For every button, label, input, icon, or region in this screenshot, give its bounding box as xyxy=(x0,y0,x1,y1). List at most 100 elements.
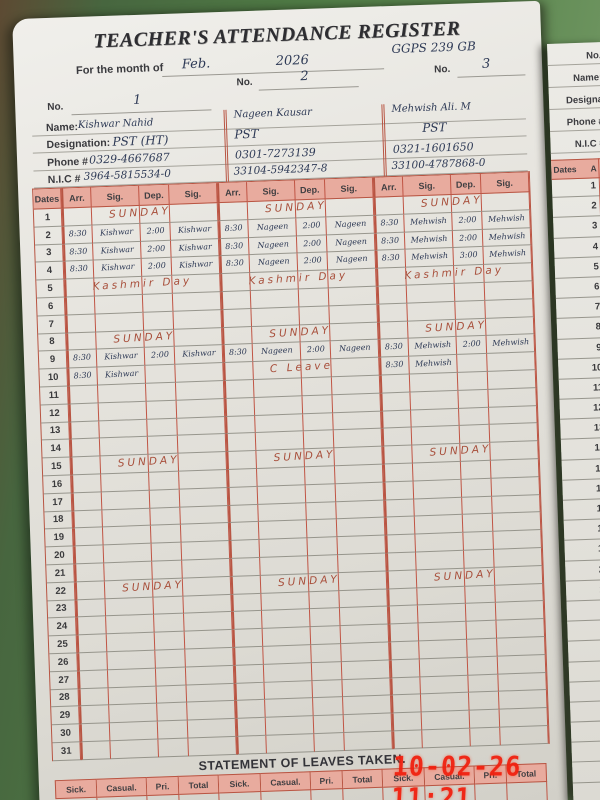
grid-cell xyxy=(140,222,171,242)
grid-cell xyxy=(300,341,332,361)
grid-cell xyxy=(377,303,408,323)
adjacent-date-cell: 14 xyxy=(560,438,600,461)
designation-label: Designation: xyxy=(46,136,111,152)
adjacent-rule xyxy=(550,128,600,132)
grid-cell xyxy=(416,550,465,571)
grid-cell xyxy=(337,535,387,556)
no2-underline xyxy=(258,86,359,91)
grid-cell xyxy=(92,223,141,244)
grid-cell xyxy=(231,593,262,613)
adjacent-date-cell: 15 xyxy=(561,458,600,481)
adjacent-date-cell: 10 xyxy=(558,357,600,380)
grid-cell xyxy=(109,703,158,724)
grid-cell xyxy=(260,573,310,594)
date-cell: 27 xyxy=(49,671,79,690)
grid-cell xyxy=(146,400,178,420)
grid-cell xyxy=(186,683,236,703)
grid-cell xyxy=(147,436,179,455)
grid-cell xyxy=(256,449,305,469)
leaves-empty-cell xyxy=(179,793,220,800)
grid-cell xyxy=(95,312,145,333)
date-cell: 23 xyxy=(47,599,77,619)
grid-cell xyxy=(306,519,338,539)
grid-cell xyxy=(459,425,491,444)
grid-cell xyxy=(266,734,315,754)
grid-cell xyxy=(407,319,457,339)
grid-cell xyxy=(141,258,173,278)
grid-cell xyxy=(170,220,219,241)
grid-cell xyxy=(381,410,412,429)
grid-cell xyxy=(420,692,470,713)
adjacent-date-cell: 7 xyxy=(555,296,600,320)
grid-cell xyxy=(328,286,378,307)
month-value: Feb. xyxy=(181,56,211,73)
grid-cell xyxy=(75,598,107,618)
grid-cell xyxy=(297,252,329,272)
grid-cell xyxy=(218,219,249,239)
grid-cell xyxy=(328,268,377,289)
grid-cell xyxy=(304,466,336,486)
grid-cell xyxy=(384,516,416,536)
grid-cell xyxy=(221,308,253,328)
grid-cell xyxy=(230,575,262,595)
grid-cell xyxy=(305,483,337,503)
date-cell: 2 xyxy=(34,226,64,246)
date-cell: 25 xyxy=(48,635,78,655)
grid-cell xyxy=(228,522,260,542)
grid-cell xyxy=(412,443,461,464)
phone-label: Phone # xyxy=(46,155,89,170)
date-cell: 31 xyxy=(52,742,82,761)
grid-cell xyxy=(484,263,533,283)
grid-cell xyxy=(498,672,547,692)
grid-cell xyxy=(453,247,485,267)
grid-cell xyxy=(490,441,539,461)
adjacent-date-cell: 19 xyxy=(564,538,600,562)
grid-cell xyxy=(336,517,386,538)
camera-timestamp: 10-02-26 11:21 xyxy=(390,750,523,800)
grid-cell xyxy=(298,270,329,290)
date-cell: 1 xyxy=(33,208,63,228)
grid-cell xyxy=(465,585,496,605)
teacher1-no: 1 xyxy=(132,92,142,109)
grid-cell xyxy=(155,667,187,687)
grid-cell xyxy=(174,327,223,348)
grid-cell xyxy=(175,363,224,383)
grid-cell xyxy=(226,451,258,470)
grid-cell xyxy=(303,412,334,432)
grid-cell xyxy=(263,662,313,683)
date-cell: 22 xyxy=(46,582,76,601)
grid-cell xyxy=(170,238,220,259)
grid-cell xyxy=(145,382,177,402)
dates-header-cell: Dates xyxy=(33,188,62,210)
grid-cell xyxy=(392,730,423,750)
grid-cell xyxy=(387,605,419,625)
grid-cell xyxy=(62,225,94,245)
grid-cell xyxy=(220,291,252,310)
grid-cell xyxy=(97,383,147,404)
date-cell: 17 xyxy=(43,493,73,512)
grid-cell xyxy=(63,243,94,262)
grid-cell xyxy=(410,390,460,411)
grid-cell xyxy=(139,204,171,224)
register-page: TEACHER'S ATTENDANCE REGISTER For the mo… xyxy=(12,0,568,800)
grid-cell xyxy=(91,205,141,226)
grid-cell xyxy=(459,407,490,427)
grid-cell xyxy=(500,725,549,746)
grid-cell xyxy=(383,481,415,501)
adjacent-date-cell: 25 xyxy=(568,660,600,683)
column-header-cell: Dep. xyxy=(139,184,170,206)
grid-cell xyxy=(103,543,153,564)
grid-cell xyxy=(219,255,251,275)
grid-cell xyxy=(313,697,344,717)
date-cell: 11 xyxy=(40,386,69,406)
date-cell: 9 xyxy=(38,350,68,370)
grid-cell xyxy=(374,232,406,252)
grid-cell xyxy=(335,482,385,502)
attendance-rows: 1 SUNDAY SUNDAY SUNDAY 2 8:30 Kishwar 2:00 Kishw… xyxy=(33,192,549,761)
grid-cell xyxy=(469,709,501,729)
grid-cell xyxy=(488,405,538,426)
grid-cell xyxy=(253,378,303,398)
grid-cell xyxy=(150,524,182,544)
date-cell: 21 xyxy=(46,564,75,584)
grid-cell xyxy=(154,613,185,633)
